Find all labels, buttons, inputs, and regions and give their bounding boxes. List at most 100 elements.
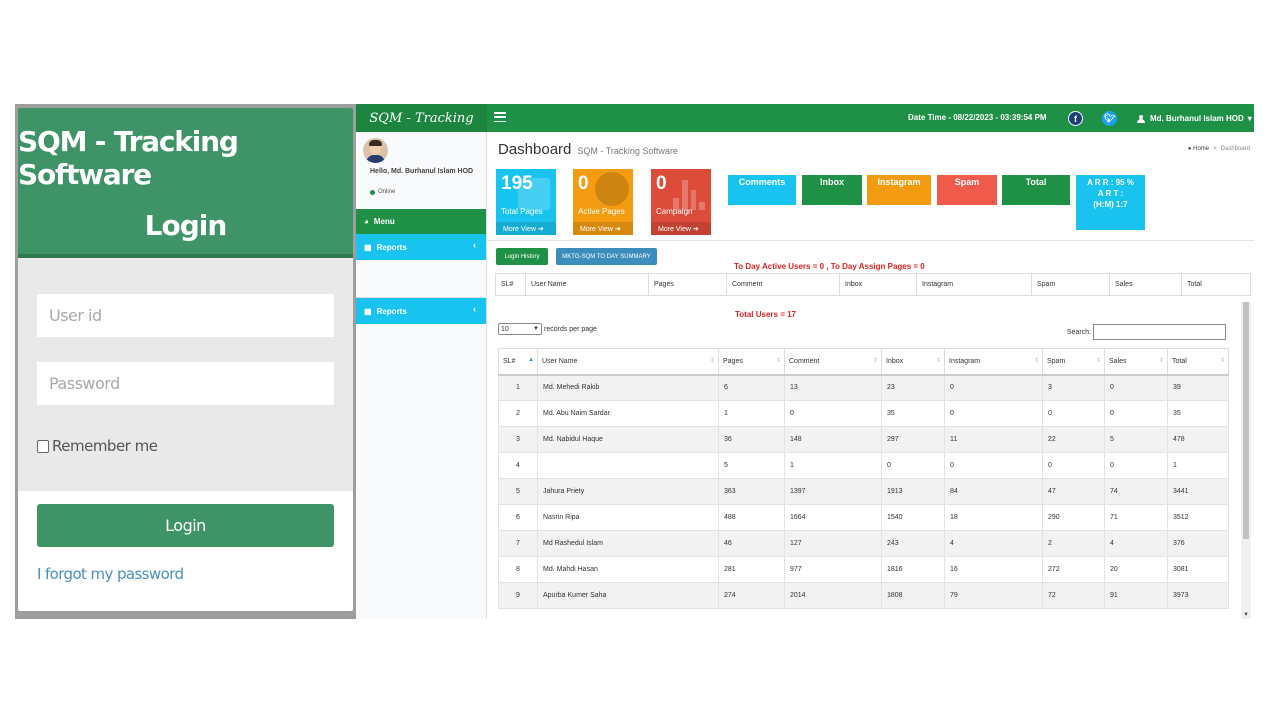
cell-total: 39 [1167, 374, 1229, 401]
breadcrumb-separator: > [1213, 146, 1217, 152]
cell-username: Nasrin Ripa [537, 504, 719, 531]
arr-value: A R R : 95 % [1087, 178, 1134, 187]
cell-sales: 20 [1104, 556, 1168, 583]
sidebar-toggle-icon[interactable] [494, 112, 506, 122]
col-instagram[interactable]: Instagram ⇕ [944, 348, 1043, 376]
active-pages-more-link[interactable]: More View ➔ [573, 222, 633, 235]
forgot-password-link[interactable]: I forgot my password [37, 565, 184, 583]
users-table-panel: Total Users = 17 10 ▼ records per page S… [495, 302, 1251, 619]
cell-username: Md. Mahdi Hasan [537, 556, 719, 583]
cell-inbox: 243 [881, 530, 945, 557]
sort-icon: ⇕ [1033, 358, 1039, 364]
login-footer: Login I forgot my password [18, 491, 353, 596]
sidebar-item-label: Reports [376, 242, 407, 252]
total-users-label: Total Users = 17 [735, 310, 796, 319]
cell-username: Apurba Kumer Saha [537, 582, 719, 609]
twitter-icon[interactable]: 🐦︎ [1102, 111, 1117, 126]
cell-inbox: 1540 [881, 504, 945, 531]
cell-username: Md. Nabidul Haque [537, 426, 719, 453]
col-spam[interactable]: Spam ⇕ [1042, 348, 1105, 376]
cell-spam: 72 [1042, 582, 1105, 609]
cell-total: 478 [1167, 426, 1229, 453]
art-value: (H:M) 1:7 [1093, 200, 1128, 209]
userid-input[interactable]: User id [37, 294, 334, 337]
mktg-summary-button[interactable]: MKTG-SQM TO DAY SUMMARY [556, 248, 657, 265]
search-input[interactable] [1093, 324, 1226, 340]
breadcrumb-home[interactable]: ● Home [1187, 146, 1210, 152]
user-panel: Hello, Md. Burhanul Islam HOD Online [356, 132, 486, 209]
scrollbar-thumb[interactable] [1243, 302, 1249, 539]
art-label: A R T : [1097, 189, 1124, 198]
cell-total: 376 [1167, 530, 1229, 557]
total-stat: Total [1002, 175, 1070, 205]
password-input[interactable]: Password [37, 362, 334, 405]
users-table: SL# ▲ User Name ⇕ Pages ⇕ Comment ⇕ Inbox ⇕ I… [498, 348, 1229, 609]
col-pages[interactable]: Pages ⇕ [718, 348, 785, 376]
user-icon [1137, 114, 1145, 123]
col-sl[interactable]: SL# ▲ [498, 348, 538, 376]
sort-icon: ⇕ [775, 358, 781, 364]
col-username[interactable]: User Name ⇕ [537, 348, 719, 376]
arr-art-stat: A R R : 95 % A R T : (H:M) 1:7 [1076, 175, 1145, 230]
total-pages-value: 195 [501, 173, 533, 194]
cell-total: 1 [1167, 452, 1229, 479]
cell-spam: 22 [1042, 426, 1105, 453]
vertical-scrollbar[interactable]: ▼ [1241, 302, 1251, 619]
pie-chart-icon [595, 172, 629, 206]
user-menu[interactable]: Md. Burhanul Islam HOD ▾ [1137, 114, 1252, 123]
active-pages-value: 0 [578, 173, 589, 194]
col-sales[interactable]: Sales ⇕ [1104, 348, 1168, 376]
avatar [363, 138, 388, 163]
sidebar-item-reports[interactable]: ▦ Reports ‹ [356, 234, 486, 260]
divider [487, 240, 1254, 241]
cell-sales: 91 [1104, 582, 1168, 609]
cell-username: Md. Mehedi Rakib [537, 374, 719, 401]
table-row: 1 Md. Mehedi Rakib 6 13 23 0 3 0 39 [498, 374, 1229, 401]
summary-header-table: SL# User Name Pages Comment Inbox Instag… [495, 273, 1251, 296]
page-length-select[interactable]: 10 ▼ [498, 323, 542, 335]
search-label: Search: [1066, 328, 1091, 336]
chevron-left-icon: ‹ [473, 304, 476, 314]
cell-sl: 4 [498, 452, 538, 479]
login-subtitle: Login [144, 208, 228, 242]
remember-checkbox[interactable] [37, 439, 49, 453]
cell-instagram: 0 [944, 452, 1043, 479]
sort-icon: ⇕ [1219, 358, 1225, 364]
cell-comment: 148 [784, 426, 882, 453]
login-button[interactable]: Login [37, 504, 334, 547]
chevron-down-icon: ▼ [533, 326, 539, 332]
campaign-value: 0 [656, 173, 667, 194]
cell-spam: 272 [1042, 556, 1105, 583]
summary-col-total: Total [1187, 281, 1202, 288]
app-logo[interactable]: SQM - Tracking [356, 104, 487, 132]
menu-header: ◕ Menu [356, 209, 486, 234]
total-pages-more-link[interactable]: More View ➔ [496, 222, 556, 235]
campaign-more-link[interactable]: More View ➔ [651, 222, 711, 235]
cell-spam: 0 [1042, 452, 1105, 479]
cell-total: 35 [1167, 400, 1229, 427]
cell-instagram: 79 [944, 582, 1043, 609]
cell-inbox: 1816 [881, 556, 945, 583]
breadcrumb-current: Dashboard [1220, 146, 1250, 152]
cell-pages: 274 [718, 582, 785, 609]
cell-inbox: 1808 [881, 582, 945, 609]
col-inbox[interactable]: Inbox ⇕ [881, 348, 945, 376]
facebook-icon[interactable]: f [1068, 111, 1083, 126]
cell-sales: 4 [1104, 530, 1168, 557]
login-history-button[interactable]: Login History [496, 248, 548, 265]
main-content: Dashboard SQM - Tracking Software ● Home… [487, 132, 1254, 619]
cell-pages: 1 [718, 400, 785, 427]
records-per-page-label: records per page [544, 325, 597, 333]
scroll-down-icon[interactable]: ▼ [1243, 612, 1249, 618]
grid-icon: ▦ [364, 306, 372, 316]
cell-sl: 9 [498, 582, 538, 609]
col-comment[interactable]: Comment ⇕ [784, 348, 882, 376]
col-total[interactable]: Total ⇕ [1167, 348, 1229, 376]
sort-icon: ⇕ [935, 358, 941, 364]
datetime-display: Date Time - 08/22/2023 - 03:39:54 PM [908, 113, 1047, 122]
remember-me[interactable]: Remember me [37, 437, 334, 455]
cell-inbox: 0 [881, 452, 945, 479]
sidebar-item-reports-2[interactable]: ▦ Reports ‹ [356, 298, 486, 324]
sort-icon: ⇕ [709, 358, 715, 364]
cell-username: Md Rashedul Islam [537, 530, 719, 557]
